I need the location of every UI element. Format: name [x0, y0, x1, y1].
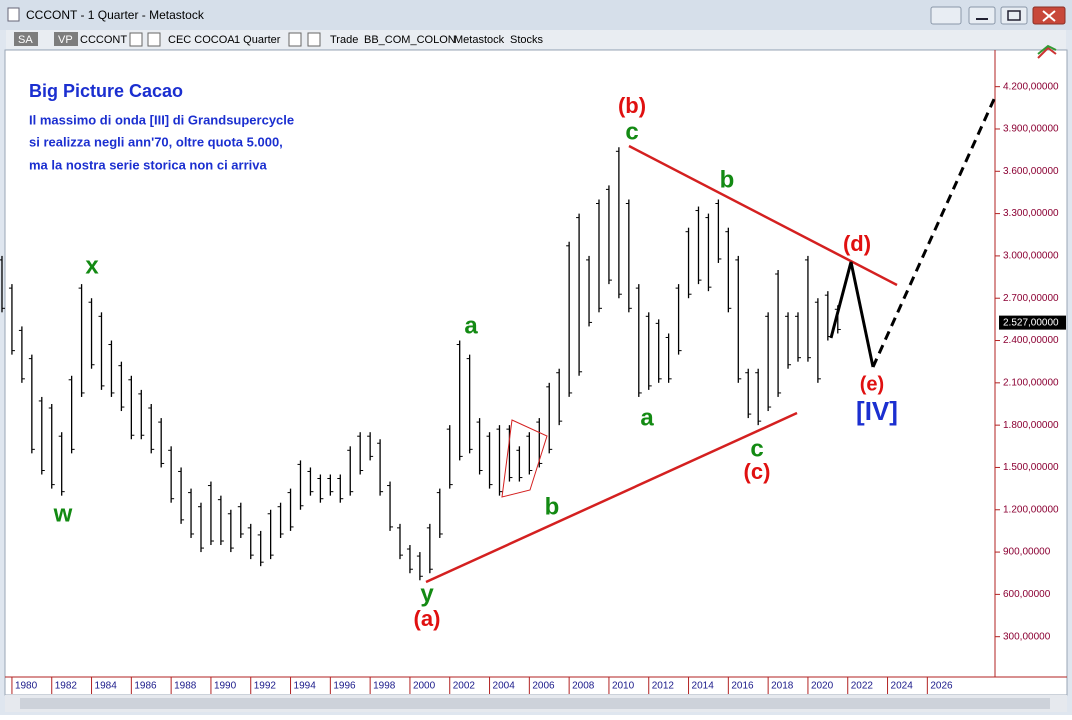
note-title: Big Picture Cacao	[29, 81, 183, 101]
y-tick-label: 1.500,00000	[1003, 462, 1059, 473]
toolbar-item[interactable]: Trade	[330, 34, 358, 46]
x-tick-label: 2022	[851, 681, 874, 692]
wave-label: (b)	[618, 93, 646, 118]
y-tick-label: 600,00000	[1003, 589, 1051, 600]
x-tick-label: 1986	[134, 681, 157, 692]
x-tick-label: 2014	[692, 681, 715, 692]
wave-label: a	[640, 404, 654, 431]
toolbar-item[interactable]: CCCONT	[80, 34, 127, 46]
x-tick-label: 2010	[612, 681, 635, 692]
toolbar-button[interactable]	[14, 32, 38, 46]
y-tick-label: 300,00000	[1003, 631, 1051, 642]
x-tick-label: 2008	[572, 681, 595, 692]
x-tick-label: 1980	[15, 681, 38, 692]
wave-drawings	[425, 96, 997, 584]
price-bars	[0, 147, 841, 581]
toolbar-item[interactable]: Metastock	[454, 34, 505, 46]
y-tick-label: 900,00000	[1003, 547, 1051, 558]
toolbar-item[interactable]: BB_COM_COLON	[364, 34, 456, 46]
x-tick-label: 1996	[333, 681, 356, 692]
x-tick-label: 1984	[95, 681, 118, 692]
small-triangle	[501, 419, 548, 498]
restore-chart-button[interactable]	[930, 6, 962, 25]
wave-label: [IV]	[856, 396, 898, 426]
wave-label: w	[53, 500, 73, 527]
y-tick-label: 1.800,00000	[1003, 420, 1059, 431]
y-tick-label: 2.100,00000	[1003, 377, 1059, 388]
wave-label: c	[625, 118, 638, 145]
toolbar-item[interactable]: VP	[58, 34, 73, 46]
chart-panel	[4, 49, 1068, 696]
y-tick-label: 4.200,00000	[1003, 81, 1059, 92]
x-tick-label: 1988	[174, 681, 197, 692]
wave-label: b	[545, 493, 560, 520]
y-tick-label: 2.700,00000	[1003, 293, 1059, 304]
x-tick-label: 2020	[811, 681, 834, 692]
toolbar	[6, 30, 1066, 49]
x-tick-label: 2006	[532, 681, 555, 692]
y-tick-label: 3.300,00000	[1003, 208, 1059, 219]
wave-label: c	[750, 435, 763, 462]
chart-icon[interactable]	[1037, 44, 1057, 59]
toolbar-item[interactable]: 1 Quarter	[234, 34, 281, 46]
y-tick-label: 2.400,00000	[1003, 335, 1059, 346]
title-bar	[0, 0, 1072, 30]
last-price-box	[999, 315, 1066, 330]
wave-label: (e)	[860, 373, 884, 395]
minimize-button[interactable]	[968, 6, 996, 25]
toolbar-button[interactable]	[54, 32, 78, 46]
wave-label: (d)	[843, 231, 871, 256]
app-icon	[7, 7, 20, 22]
note-block: Big Picture Cacao Il massimo di onda [II…	[29, 81, 294, 173]
y-tick-label: 3.900,00000	[1003, 124, 1059, 135]
x-tick-label: 2018	[771, 681, 794, 692]
forecast-path	[829, 261, 875, 368]
x-tick-label: 1990	[214, 681, 237, 692]
x-tick-label: 2012	[652, 681, 675, 692]
x-tick-label: 1982	[55, 681, 78, 692]
scrollbar-thumb[interactable]	[20, 698, 1050, 709]
x-tick-label: 2016	[731, 681, 754, 692]
toolbar-dropdown[interactable]	[147, 32, 161, 47]
toolbar-dropdown[interactable]	[307, 32, 321, 47]
note-line: ma la nostra serie storica non ci arriva	[29, 157, 267, 172]
note-line: Il massimo di onda [III] di Grandsupercy…	[29, 112, 294, 127]
y-tick-label: 3.000,00000	[1003, 251, 1059, 262]
x-tick-label: 2024	[891, 681, 914, 692]
x-tick-label: 1994	[294, 681, 317, 692]
toolbar-dropdown[interactable]	[288, 32, 302, 47]
wave-label: x	[85, 252, 99, 279]
wave-label: b	[720, 166, 735, 193]
window-controls	[930, 6, 1066, 25]
x-tick-label: 2026	[930, 681, 953, 692]
x-tick-label: 1998	[373, 681, 396, 692]
wave-label: (a)	[414, 606, 441, 631]
support-trendline	[425, 411, 798, 584]
toolbar-dropdown[interactable]	[129, 32, 143, 47]
toolbar-item[interactable]: CEC COCOA	[168, 34, 235, 46]
toolbar-item[interactable]: SA	[18, 34, 33, 46]
last-price-label: 2.527,00000	[1003, 317, 1059, 328]
x-tick-label: 1992	[254, 681, 277, 692]
note-line: si realizza negli ann'70, oltre quota 5.…	[29, 134, 283, 149]
forecast-dashed	[871, 96, 997, 368]
wave-label: y	[420, 580, 434, 607]
window-title: CCCONT - 1 Quarter - Metastock	[26, 8, 205, 22]
x-tick-label: 2000	[413, 681, 436, 692]
wave-label: (c)	[744, 459, 771, 484]
maximize-button[interactable]	[1000, 6, 1028, 25]
y-tick-label: 1.200,00000	[1003, 504, 1059, 515]
wave-label: a	[464, 312, 478, 339]
x-tick-label: 2002	[453, 681, 476, 692]
x-tick-label: 2004	[493, 681, 516, 692]
y-tick-label: 3.600,00000	[1003, 166, 1059, 177]
toolbar-item[interactable]: Stocks	[510, 34, 544, 46]
